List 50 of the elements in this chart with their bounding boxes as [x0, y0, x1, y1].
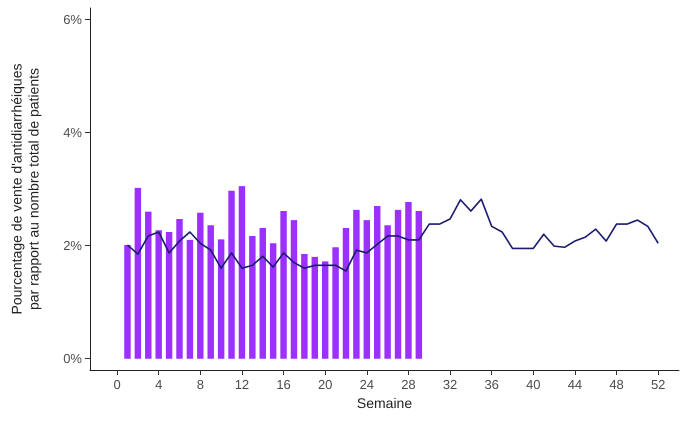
x-tick-label: 40	[526, 377, 541, 392]
bar	[342, 228, 350, 359]
x-tick-label: 20	[318, 377, 332, 392]
bar	[312, 256, 318, 359]
bar	[384, 225, 391, 359]
line-series	[126, 198, 659, 272]
bar	[249, 236, 256, 359]
x-tick-label: 36	[484, 377, 499, 392]
bar	[332, 247, 339, 359]
bar	[218, 239, 224, 359]
bar	[134, 188, 142, 359]
bar	[270, 243, 276, 359]
bar	[145, 212, 152, 359]
x-tick-label: 52	[650, 377, 666, 392]
bar	[228, 190, 235, 359]
bar	[176, 218, 183, 359]
bar	[353, 210, 360, 359]
bar	[394, 210, 402, 359]
x-tick-label: 44	[568, 377, 582, 392]
bar	[197, 212, 204, 359]
x-tick-label: 28	[401, 377, 416, 392]
x-tick-label: 48	[609, 377, 624, 392]
bar	[280, 211, 287, 359]
bar	[405, 202, 412, 359]
bar	[301, 254, 308, 359]
x-tick-label: 4	[155, 377, 162, 392]
x-tick-label: 16	[276, 377, 291, 392]
bar	[364, 220, 370, 359]
y-axis-title: Pourcentage de vente d'antidiarrhéiques par rapport au nombre total de patients	[8, 64, 42, 314]
bar	[260, 228, 266, 359]
x-tick-label: 12	[234, 377, 250, 392]
x-tick-label: 24	[360, 377, 374, 392]
x-tick-label: 8	[196, 377, 204, 392]
x-tick-label: 0	[113, 377, 121, 392]
y-tick-label: 6%	[63, 12, 82, 27]
bar	[290, 220, 298, 359]
y-tick-label: 4%	[63, 124, 82, 140]
bar	[186, 240, 194, 359]
bar	[124, 244, 131, 359]
bar	[322, 261, 328, 359]
x-tick-label: 32	[442, 377, 458, 392]
y-tick-label: 0%	[63, 351, 82, 366]
bar	[238, 186, 246, 359]
bar	[155, 230, 162, 359]
bar	[207, 225, 214, 359]
bar	[166, 232, 172, 359]
x-axis-title: Semaine	[356, 394, 412, 411]
y-tick-label: 2%	[63, 238, 82, 254]
bar	[374, 206, 380, 359]
bar	[416, 211, 422, 359]
